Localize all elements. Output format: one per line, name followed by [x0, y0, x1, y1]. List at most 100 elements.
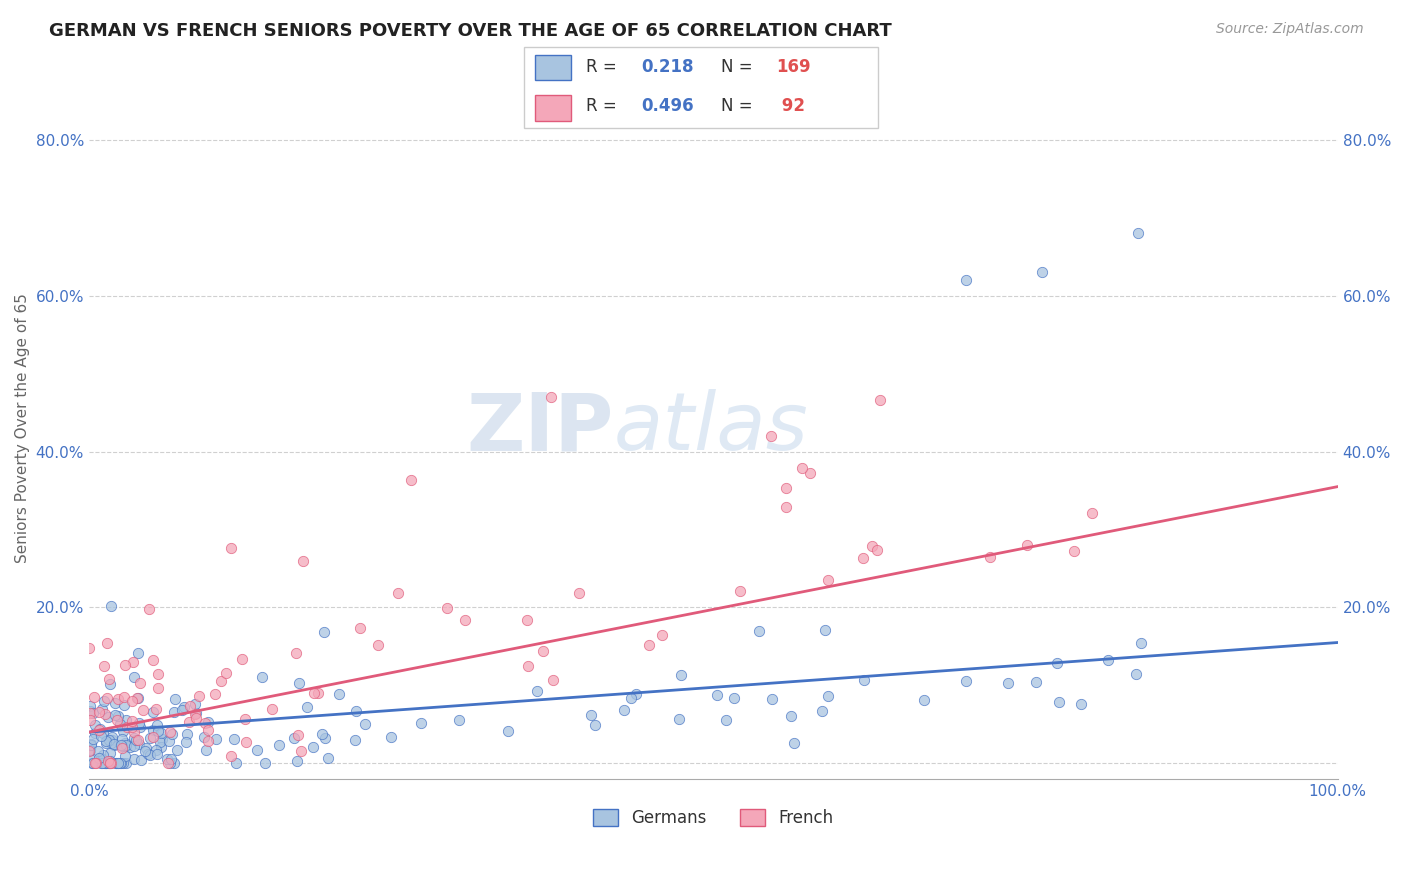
Point	[142, 723, 165, 738]
Text: 169: 169	[776, 58, 811, 76]
Point	[90, 756, 112, 770]
Point	[79, 752, 101, 766]
Point	[98, 756, 121, 770]
Point	[775, 481, 797, 495]
Point	[93, 706, 115, 721]
Point	[568, 586, 591, 600]
Point	[250, 670, 273, 684]
Text: N =: N =	[721, 58, 758, 76]
Point	[283, 731, 305, 745]
Point	[127, 646, 149, 660]
Point	[780, 709, 803, 723]
Point	[91, 726, 114, 740]
Point	[194, 715, 217, 730]
Point	[177, 714, 200, 729]
Point	[100, 756, 122, 770]
Point	[82, 706, 104, 721]
Point	[107, 756, 129, 770]
Legend: Germans, French: Germans, French	[586, 802, 841, 834]
Point	[367, 638, 389, 652]
Point	[94, 756, 117, 770]
Point	[112, 690, 135, 705]
Point	[260, 702, 283, 716]
Point	[1081, 506, 1104, 520]
Point	[93, 756, 115, 770]
Point	[817, 573, 839, 587]
Point	[624, 687, 647, 701]
Point	[138, 601, 160, 615]
Point	[728, 583, 751, 598]
Point	[449, 714, 471, 728]
Point	[121, 720, 143, 734]
Point	[112, 698, 135, 712]
Point	[225, 756, 247, 770]
Point	[401, 473, 423, 487]
Point	[107, 692, 129, 706]
Point	[284, 647, 307, 661]
Point	[301, 740, 323, 755]
Point	[184, 711, 207, 725]
Point	[149, 735, 172, 749]
Point	[79, 704, 101, 718]
Point	[1126, 227, 1149, 241]
Point	[94, 733, 117, 747]
Point	[121, 714, 143, 729]
Point	[637, 638, 659, 652]
Text: GERMAN VS FRENCH SENIORS POVERTY OVER THE AGE OF 65 CORRELATION CHART: GERMAN VS FRENCH SENIORS POVERTY OVER TH…	[49, 22, 891, 40]
Point	[235, 735, 257, 749]
Point	[912, 693, 935, 707]
Point	[82, 731, 104, 746]
Point	[1031, 265, 1053, 279]
Point	[112, 723, 135, 738]
Point	[541, 673, 564, 688]
Point	[496, 723, 519, 738]
Point	[204, 687, 226, 701]
Point	[146, 723, 169, 738]
Point	[115, 739, 138, 753]
Text: Source: ZipAtlas.com: Source: ZipAtlas.com	[1216, 22, 1364, 37]
Point	[583, 718, 606, 732]
Point	[97, 754, 120, 768]
Point	[93, 693, 115, 707]
Point	[254, 756, 277, 770]
Point	[82, 756, 104, 770]
Point	[288, 675, 311, 690]
Point	[128, 715, 150, 730]
Point	[531, 644, 554, 658]
Point	[115, 713, 138, 727]
Point	[197, 733, 219, 747]
Point	[1047, 695, 1070, 709]
Point	[173, 700, 195, 714]
Point	[307, 686, 329, 700]
Point	[110, 741, 132, 756]
Point	[127, 733, 149, 747]
Point	[111, 732, 134, 747]
Point	[87, 744, 110, 758]
Point	[79, 713, 101, 727]
Point	[814, 623, 837, 637]
Point	[79, 742, 101, 756]
Point	[105, 756, 128, 770]
Point	[115, 738, 138, 752]
Point	[111, 739, 134, 753]
Point	[380, 730, 402, 744]
Point	[129, 752, 152, 766]
Point	[436, 600, 458, 615]
Point	[94, 736, 117, 750]
Point	[852, 550, 875, 565]
Point	[761, 692, 783, 706]
Point	[186, 706, 208, 720]
Point	[157, 756, 180, 770]
Point	[157, 734, 180, 748]
Point	[104, 708, 127, 723]
Point	[1063, 544, 1085, 558]
Point	[1046, 657, 1069, 671]
Point	[104, 696, 127, 710]
Point	[792, 461, 814, 475]
Point	[183, 707, 205, 722]
Point	[96, 691, 118, 706]
Point	[292, 554, 315, 568]
Point	[139, 731, 162, 745]
Point	[80, 737, 103, 751]
Point	[409, 716, 432, 731]
